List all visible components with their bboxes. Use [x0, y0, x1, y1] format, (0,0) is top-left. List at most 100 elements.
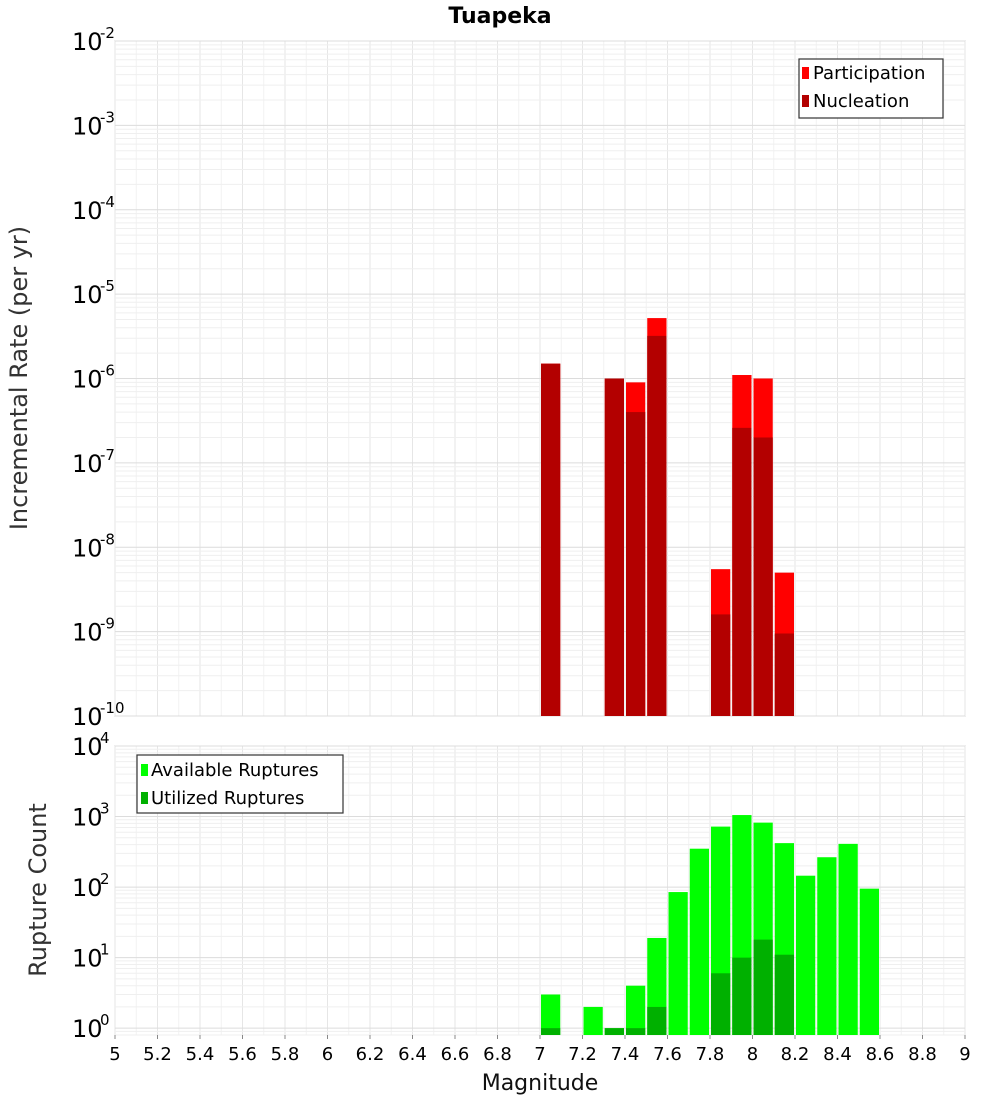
- legend-available-label: Available Ruptures: [151, 760, 319, 781]
- legend-participation-swatch: [802, 67, 809, 79]
- bottom-legend: Available Ruptures Utilized Ruptures: [136, 754, 344, 814]
- y-tick-exponent: -3: [100, 108, 115, 126]
- top-y-tick: 10-3: [72, 108, 115, 140]
- legend-utilized-label: Utilized Ruptures: [151, 788, 304, 809]
- bottom-bar-available-ruptures: [796, 875, 816, 1035]
- y-tick-exponent: -5: [100, 277, 115, 295]
- x-tick-label: 6.2: [356, 1044, 385, 1065]
- y-tick-exponent: 4: [100, 729, 110, 747]
- bottom-y-tick: 101: [72, 941, 110, 973]
- bottom-bar-utilized-ruptures: [604, 1028, 624, 1035]
- legend-utilized-swatch: [141, 792, 148, 804]
- x-tick-label: 7.8: [696, 1044, 725, 1065]
- bottom-bar-available-ruptures: [668, 892, 688, 1035]
- top-bar-nucleation: [711, 614, 731, 716]
- bottom-bar-utilized-ruptures: [626, 1028, 646, 1035]
- x-tick-label: 7.2: [568, 1044, 597, 1065]
- x-tick-label: 7: [534, 1044, 545, 1065]
- y-tick-base: 10: [72, 619, 103, 647]
- x-tick-label: 8: [747, 1044, 758, 1065]
- legend-available-swatch: [141, 764, 148, 776]
- top-y-tick: 10-10: [72, 699, 125, 731]
- y-tick-base: 10: [72, 874, 103, 902]
- bottom-bar-utilized-ruptures: [541, 1028, 561, 1035]
- y-tick-base: 10: [72, 197, 103, 225]
- bottom-bar-available-ruptures: [583, 1006, 603, 1035]
- top-bar-nucleation: [732, 427, 752, 716]
- y-tick-exponent: -8: [100, 530, 115, 548]
- top-y-tick: 10-2: [72, 24, 115, 56]
- top-bar-nucleation: [774, 633, 794, 716]
- x-tick-label: 7.6: [653, 1044, 682, 1065]
- y-tick-base: 10: [72, 703, 103, 731]
- y-tick-base: 10: [72, 281, 103, 309]
- top-y-tick: 10-4: [72, 193, 115, 225]
- top-y-tick: 10-6: [72, 362, 115, 394]
- top-y-tick: 10-9: [72, 615, 115, 647]
- x-tick-label: 8.4: [823, 1044, 852, 1065]
- top-bar-nucleation: [604, 378, 624, 716]
- y-tick-base: 10: [72, 733, 103, 761]
- bottom-bar-utilized-ruptures: [711, 973, 731, 1035]
- y-tick-base: 10: [72, 945, 103, 973]
- top-bar-nucleation: [753, 437, 773, 716]
- top-y-tick: 10-8: [72, 530, 115, 562]
- bottom-bar-available-ruptures: [541, 994, 561, 1035]
- participation-nucleation-panel: 10-210-310-410-510-610-710-810-910-10 Pa…: [72, 24, 966, 731]
- legend-nucleation-swatch: [802, 95, 809, 107]
- x-tick-label: 6.4: [398, 1044, 427, 1065]
- bottom-bars: [541, 815, 879, 1035]
- y-tick-base: 10: [72, 112, 103, 140]
- y-tick-exponent: -6: [100, 362, 115, 380]
- top-bar-nucleation: [541, 363, 561, 716]
- top-legend: Participation Nucleation: [798, 58, 944, 119]
- x-tick-label: 7.4: [611, 1044, 640, 1065]
- top-y-tick: 10-5: [72, 277, 115, 309]
- y-tick-base: 10: [72, 1015, 103, 1043]
- y-tick-exponent: 1: [100, 941, 110, 959]
- top-y-tick: 10-7: [72, 446, 115, 478]
- bottom-y-tick: 104: [72, 729, 110, 761]
- bottom-bar-available-ruptures: [689, 848, 709, 1035]
- legend-nucleation-label: Nucleation: [813, 91, 909, 112]
- bottom-bar-utilized-ruptures: [753, 939, 773, 1035]
- x-tick-label: 9: [959, 1044, 970, 1065]
- x-tick-label: 6: [322, 1044, 333, 1065]
- top-gridlines: [114, 40, 966, 717]
- y-tick-exponent: 2: [100, 870, 110, 888]
- x-ticks: 5 5.2 5.4 5.6 5.8 6 6.2 6.4 6.6 6.8 7 7.2 7.4 7.6 7.8 8…: [109, 1035, 971, 1065]
- y-tick-exponent: 0: [100, 1011, 110, 1029]
- y-tick-base: 10: [72, 28, 103, 56]
- y-tick-exponent: -10: [100, 699, 125, 717]
- top-y-ticks: 10-210-310-410-510-610-710-810-910-10: [72, 24, 125, 731]
- legend-participation-label: Participation: [813, 63, 925, 84]
- chart-title: Tuapeka: [448, 4, 551, 29]
- x-tick-label: 5.6: [228, 1044, 257, 1065]
- x-tick-label: 8.2: [781, 1044, 810, 1065]
- y-tick-exponent: -4: [100, 193, 115, 211]
- bottom-y-tick: 100: [72, 1011, 110, 1043]
- top-bar-nucleation: [647, 335, 667, 716]
- x-tick-label: 6.8: [483, 1044, 512, 1065]
- y-tick-exponent: 3: [100, 800, 110, 818]
- y-tick-base: 10: [72, 804, 103, 832]
- bottom-gridlines: [114, 745, 966, 1036]
- x-tick-label: 5.2: [143, 1044, 172, 1065]
- top-bar-nucleation: [626, 412, 646, 716]
- x-tick-label: 5.4: [186, 1044, 215, 1065]
- y-tick-base: 10: [72, 534, 103, 562]
- bottom-y-tick: 102: [72, 870, 110, 902]
- bottom-bar-available-ruptures: [859, 888, 879, 1035]
- bottom-bar-utilized-ruptures: [647, 1006, 667, 1035]
- x-tick-label: 5.8: [271, 1044, 300, 1065]
- bottom-bar-available-ruptures: [838, 843, 858, 1035]
- x-tick-label: 6.6: [441, 1044, 470, 1065]
- x-axis-label: Magnitude: [482, 1071, 599, 1096]
- top-legend-box: [798, 58, 944, 119]
- x-tick-label: 8.6: [866, 1044, 895, 1065]
- bottom-legend-box: [136, 754, 344, 814]
- y-tick-exponent: -9: [100, 615, 115, 633]
